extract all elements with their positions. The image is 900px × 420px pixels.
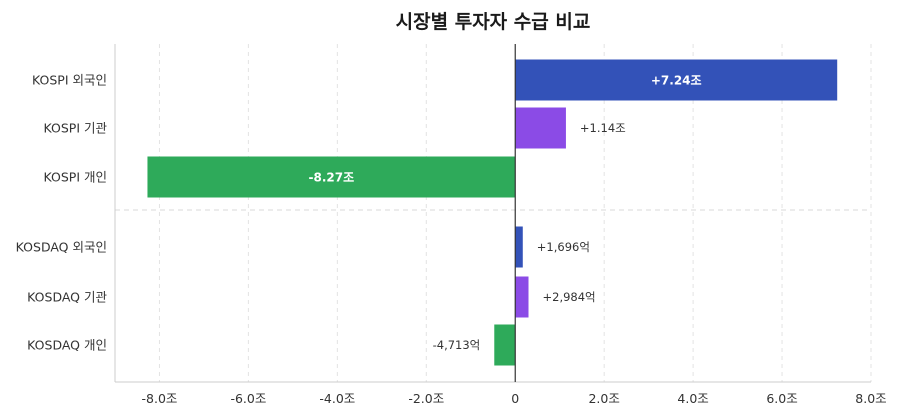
labels: -8.0조 -6.0조 -4.0조 -2.0조 0 2.0조 4.0조 6.0조 8.0조 KOS… — [16, 73, 887, 407]
bar — [494, 324, 516, 366]
category-label: KOSDAQ 기관 — [27, 290, 107, 305]
bar — [515, 276, 529, 318]
data-label: +2,984억 — [543, 290, 596, 304]
x-tick-label: 2.0조 — [588, 391, 619, 406]
category-label: KOSPI 기관 — [44, 121, 108, 136]
bars — [147, 59, 838, 366]
category-label: KOSPI 외국인 — [32, 73, 107, 88]
x-tick-label: 4.0조 — [677, 391, 708, 406]
x-tick-label: -8.0조 — [142, 391, 178, 406]
axes — [114, 44, 871, 383]
x-tick-label: 6.0조 — [766, 391, 797, 406]
data-label: -8.27조 — [309, 171, 355, 185]
data-label: +7.24조 — [651, 74, 702, 88]
bar — [147, 156, 516, 198]
chart-title: 시장별 투자자 수급 비교 — [396, 11, 591, 33]
bar — [515, 226, 523, 268]
data-label: +1,696억 — [537, 240, 590, 254]
data-label: +1.14조 — [580, 121, 626, 135]
category-label: KOSDAQ 개인 — [27, 338, 107, 353]
category-label: KOSDAQ 외국인 — [16, 240, 107, 255]
data-label: -4,713억 — [433, 338, 481, 352]
category-label: KOSPI 개인 — [44, 170, 108, 185]
x-tick-label: 0 — [511, 391, 519, 406]
bar — [515, 107, 566, 149]
x-tick-label: -6.0조 — [230, 391, 266, 406]
x-tick-label: 8.0조 — [855, 391, 886, 406]
x-tick-label: -4.0조 — [319, 391, 355, 406]
x-tick-label: -2.0조 — [408, 391, 444, 406]
bar — [515, 59, 838, 101]
